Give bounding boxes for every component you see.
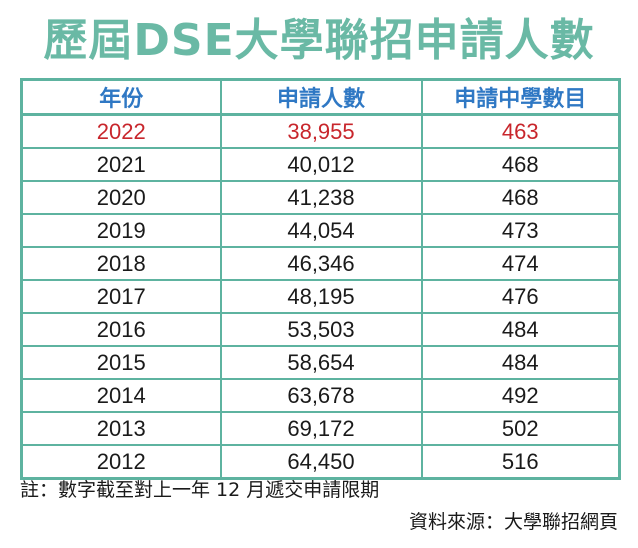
cell-applicants: 41,238 (219, 181, 423, 215)
cell-year: 2019 (20, 214, 222, 248)
cell-schools: 468 (420, 148, 621, 182)
cell-applicants: 40,012 (219, 148, 423, 182)
applications-table: 年份 申請人數 申請中學數目 2022 38,955 463 2021 40,0… (20, 78, 621, 480)
cell-schools: 502 (420, 412, 621, 446)
cell-schools: 492 (420, 379, 621, 413)
header-applicants: 申請人數 (219, 78, 423, 116)
table-row: 2020 41,238 468 (20, 181, 621, 215)
cell-applicants: 38,955 (219, 114, 423, 149)
cell-applicants: 69,172 (219, 412, 423, 446)
table-header-row: 年份 申請人數 申請中學數目 (20, 78, 621, 116)
cell-year: 2020 (20, 181, 222, 215)
cell-year: 2017 (20, 280, 222, 314)
table-row: 2013 69,172 502 (20, 412, 621, 446)
header-year: 年份 (20, 78, 222, 116)
cell-schools: 484 (420, 313, 621, 347)
cell-applicants: 63,678 (219, 379, 423, 413)
cell-schools: 516 (420, 445, 621, 480)
cell-applicants: 64,450 (219, 445, 423, 480)
table-row: 2014 63,678 492 (20, 379, 621, 413)
table-row: 2022 38,955 463 (20, 114, 621, 149)
table-row: 2016 53,503 484 (20, 313, 621, 347)
cell-schools: 476 (420, 280, 621, 314)
cell-year: 2012 (20, 445, 222, 480)
cell-year: 2013 (20, 412, 222, 446)
table-row: 2015 58,654 484 (20, 346, 621, 380)
cell-schools: 468 (420, 181, 621, 215)
cell-year: 2016 (20, 313, 222, 347)
table-row: 2021 40,012 468 (20, 148, 621, 182)
cell-schools: 474 (420, 247, 621, 281)
cell-applicants: 44,054 (219, 214, 423, 248)
cell-applicants: 46,346 (219, 247, 423, 281)
table-row: 2019 44,054 473 (20, 214, 621, 248)
cell-schools: 473 (420, 214, 621, 248)
source-credit: 資料來源：大學聯招網頁 (408, 511, 618, 533)
cell-schools: 484 (420, 346, 621, 380)
cell-year: 2022 (20, 114, 222, 149)
table-row: 2018 46,346 474 (20, 247, 621, 281)
cell-applicants: 48,195 (219, 280, 423, 314)
cell-year: 2015 (20, 346, 222, 380)
cell-year: 2014 (20, 379, 222, 413)
table-row: 2012 64,450 516 (20, 445, 621, 480)
cell-year: 2021 (20, 148, 222, 182)
table-row: 2017 48,195 476 (20, 280, 621, 314)
cell-year: 2018 (20, 247, 222, 281)
cell-schools: 463 (420, 114, 621, 149)
cell-applicants: 53,503 (219, 313, 423, 347)
cell-applicants: 58,654 (219, 346, 423, 380)
page-title: 歷屆DSE大學聯招申請人數 (43, 15, 595, 66)
footnote: 註：數字截至對上一年 12 月遞交申請限期 (20, 479, 380, 501)
header-schools: 申請中學數目 (420, 78, 621, 116)
